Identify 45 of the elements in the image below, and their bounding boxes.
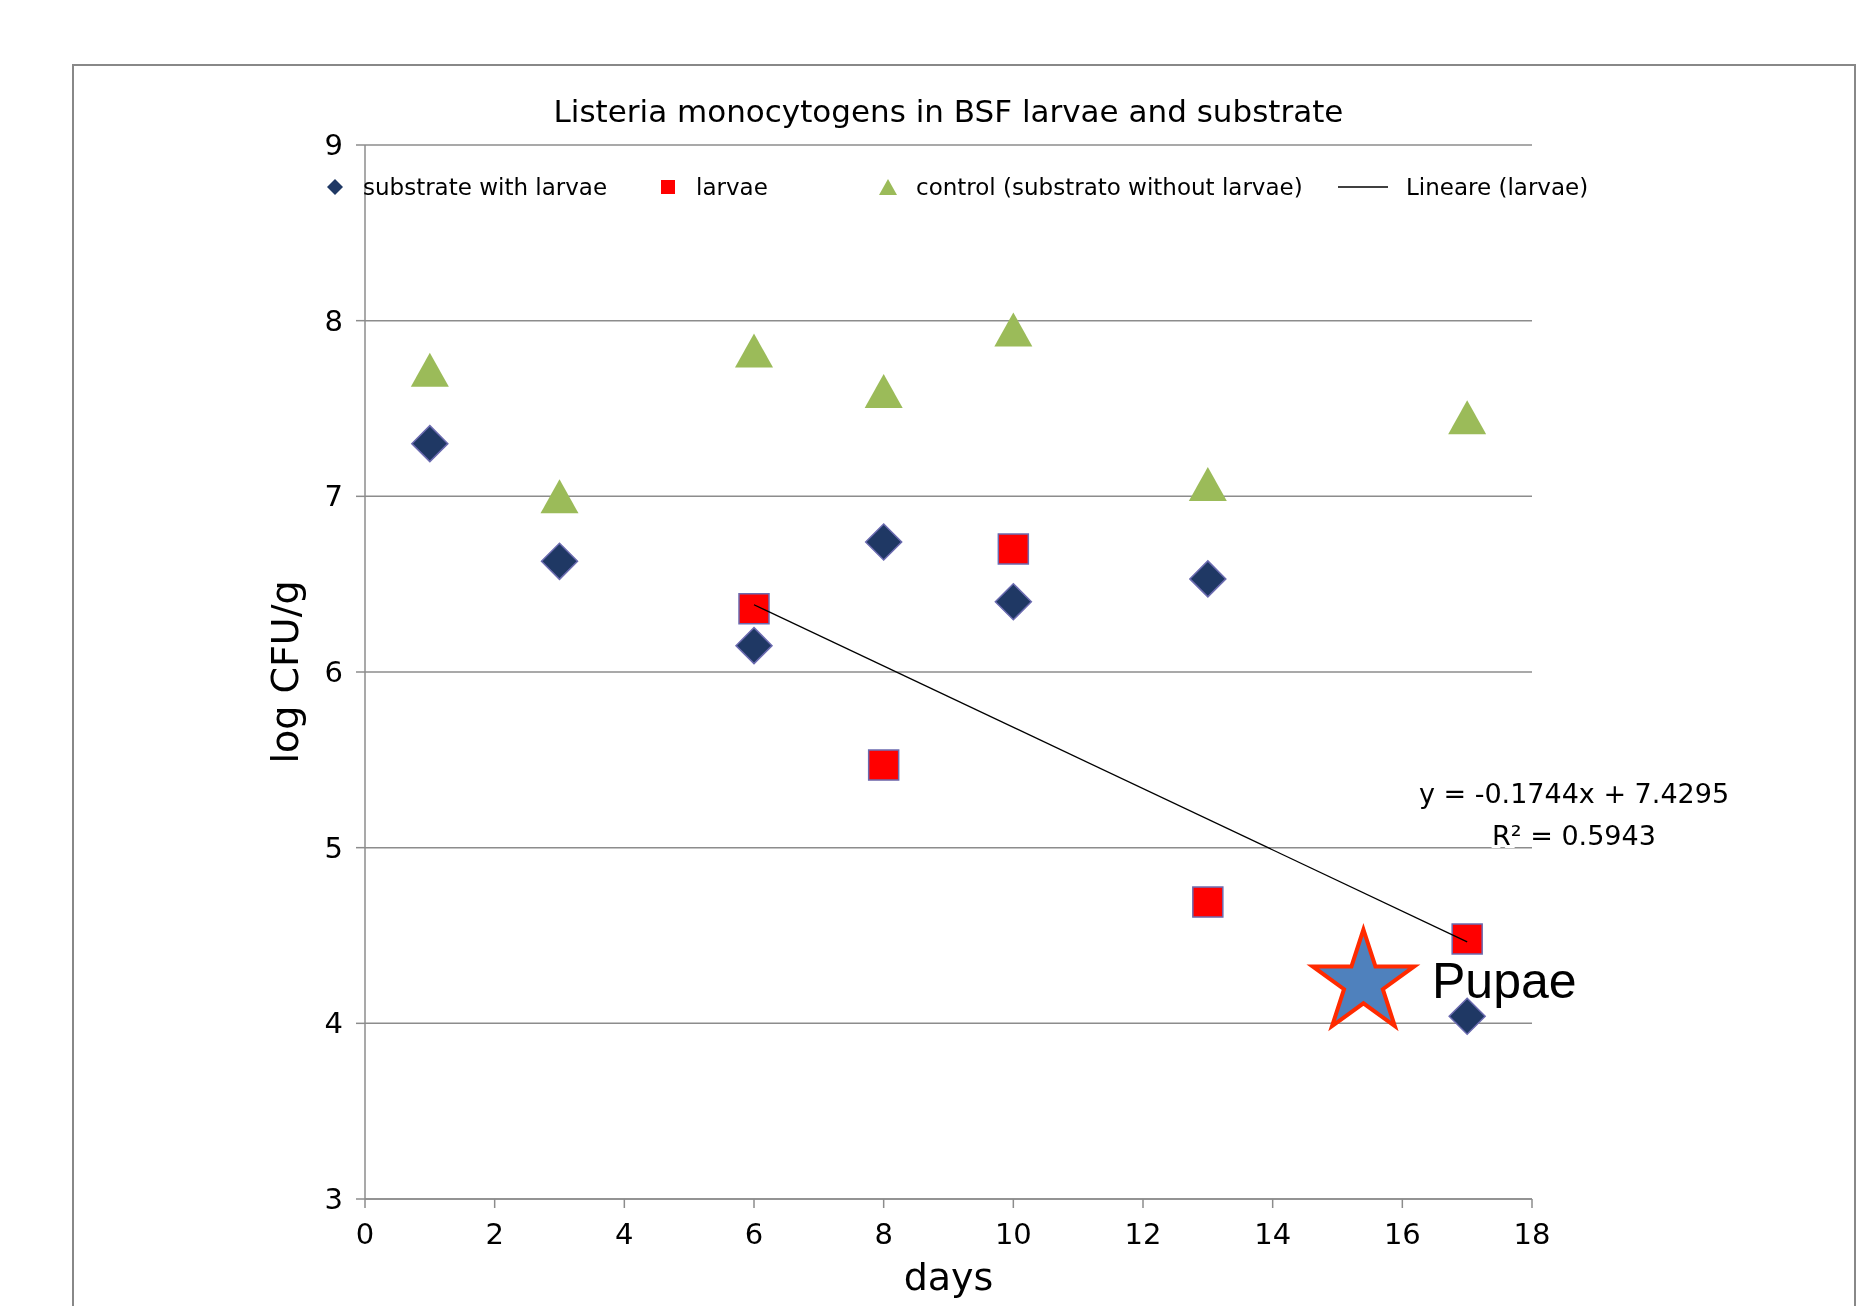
point [864,523,903,561]
point [410,352,449,387]
y-tick-label: 9 [324,128,343,162]
point [411,424,449,463]
point [1451,923,1483,955]
x-tick-label: 14 [1254,1217,1292,1251]
x-tick-label: 10 [994,1217,1032,1251]
point [994,312,1033,347]
point [864,373,903,408]
y-tick-label: 4 [324,1006,343,1041]
y-tick-label: 6 [324,655,343,689]
point [1188,467,1227,502]
x-tick-label: 0 [355,1217,375,1251]
point [1192,886,1224,918]
x-tick-label: 8 [874,1217,893,1251]
legend-label: control (substrato without larvae) [916,174,1303,200]
y-tick-label: 8 [324,303,343,338]
x-tick-label: 16 [1383,1217,1421,1251]
point [1189,560,1227,598]
point [735,333,773,368]
point [540,542,579,581]
legend-label: substrate with larvae [363,174,608,200]
x-tick-label: 6 [744,1217,764,1251]
x-tick-label: 4 [615,1217,634,1251]
y-tick-label: 5 [324,830,343,865]
x-tick-label: 18 [1513,1217,1551,1251]
point [735,626,773,665]
chart-title: Listeria monocytogens in BSF larvae and substrate [553,93,1344,129]
point [1448,400,1487,435]
legend-label: Lineare (larvae) [1406,174,1589,200]
y-tick-label: 7 [324,479,343,514]
point [738,593,770,625]
y-tick-label: 3 [324,1182,343,1216]
legend-label: larvae [696,174,768,200]
point [994,582,1033,621]
point [867,749,900,781]
x-tick-label: 2 [485,1217,504,1251]
annotation: y = -0.1744x + 7.4295 [1418,778,1730,809]
x-tick-label: 12 [1124,1217,1162,1251]
x-axis-title: days [903,1255,994,1299]
annotation: Pupae [1432,953,1577,1009]
point [540,479,579,514]
annotation: R² = 0.5943 [1492,820,1656,851]
point [997,533,1030,565]
y-axis-title: log CFU/g [263,580,307,764]
